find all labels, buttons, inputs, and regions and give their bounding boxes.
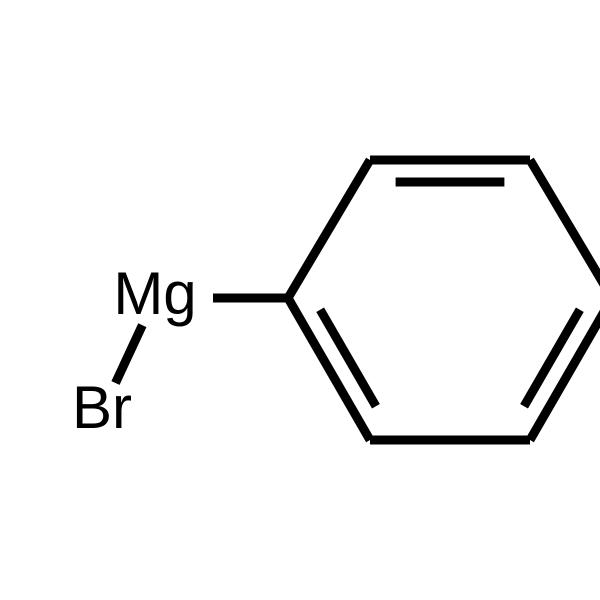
bond	[530, 160, 600, 298]
bond	[320, 310, 376, 407]
molecule-diagram: Mg Br	[0, 0, 600, 600]
atom-label-mg: Mg	[113, 260, 196, 327]
bond	[524, 310, 580, 407]
atom-label-br: Br	[72, 374, 132, 441]
bond	[288, 160, 370, 298]
